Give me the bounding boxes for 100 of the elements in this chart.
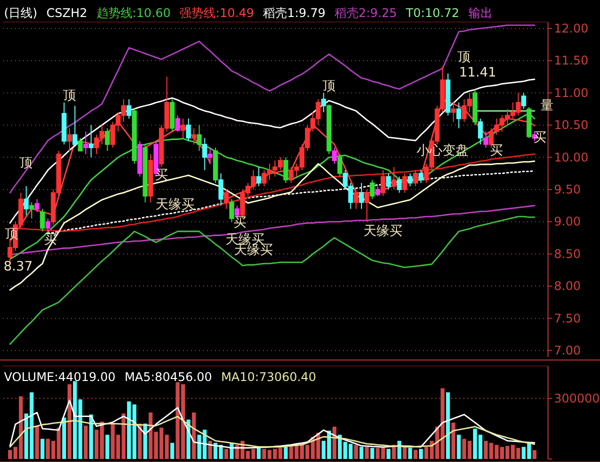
candlestick xyxy=(418,170,424,184)
bar xyxy=(192,412,196,459)
candlestick xyxy=(170,98,175,132)
bar xyxy=(456,434,461,459)
candlestick xyxy=(326,104,332,155)
bar xyxy=(89,414,94,459)
candlestick xyxy=(83,131,88,155)
text: 稻壳1:9.79 xyxy=(263,6,326,20)
candlestick xyxy=(472,89,478,126)
bar xyxy=(208,440,212,459)
y-tick-label: 300000 xyxy=(554,391,600,406)
annotation: 顶 xyxy=(20,156,33,172)
candlestick xyxy=(332,147,337,164)
annotation: 天缘买 xyxy=(364,224,403,239)
annotation: 顶 xyxy=(63,88,76,104)
candlestick xyxy=(202,137,208,171)
candlestick xyxy=(224,189,229,210)
candlestick xyxy=(408,172,413,187)
candlestick xyxy=(483,131,488,148)
candlestick xyxy=(256,166,262,187)
candlestick xyxy=(186,118,191,142)
candlestick xyxy=(370,179,375,200)
candlestick xyxy=(218,172,224,206)
text: (日线) xyxy=(4,6,38,20)
candlestick xyxy=(354,189,359,210)
candlestick xyxy=(78,137,83,152)
y-tick-label: 9.00 xyxy=(554,214,581,229)
annotation: 买 xyxy=(233,216,246,230)
candlestick xyxy=(132,108,137,164)
text: MA10:73060.40 xyxy=(221,370,316,384)
annotation: 天缘买 xyxy=(155,197,194,212)
bar xyxy=(418,448,423,459)
bar xyxy=(532,450,536,459)
annotation: 买 xyxy=(154,168,168,183)
candlestick xyxy=(62,102,67,145)
bar xyxy=(105,434,110,459)
candlestick xyxy=(137,140,142,178)
candlestick xyxy=(175,114,180,132)
candlestick xyxy=(478,118,483,145)
y-tick-label: 8.00 xyxy=(554,279,581,294)
candlestick xyxy=(88,124,94,158)
candlestick xyxy=(213,147,218,184)
text: T0:10.72 xyxy=(404,6,460,20)
candlestick xyxy=(208,147,213,164)
candlestick xyxy=(380,170,386,196)
y-tick-label: 10.00 xyxy=(554,150,588,164)
bar xyxy=(40,438,44,459)
candlestick xyxy=(283,156,288,184)
y-tick-label: 7.50 xyxy=(554,311,581,326)
candlestick xyxy=(142,144,148,203)
text: CSZH2 xyxy=(46,6,88,20)
bar xyxy=(68,384,72,459)
candlestick xyxy=(364,189,370,222)
candlestick xyxy=(359,182,364,210)
candlestick xyxy=(375,186,380,196)
annotation: 8.37 xyxy=(4,259,33,274)
annotation: 顶 xyxy=(458,50,471,65)
text: MA5:80456.00 xyxy=(124,370,212,384)
bar xyxy=(360,446,364,459)
annotation: 11.41 xyxy=(459,65,496,80)
candlestick xyxy=(402,172,408,194)
y-tick-label: 12.00 xyxy=(554,21,588,36)
candlestick xyxy=(45,218,50,232)
candlestick xyxy=(40,208,45,232)
bar xyxy=(451,422,456,459)
candlestick xyxy=(321,92,326,113)
bar xyxy=(84,426,88,459)
candlestick xyxy=(34,198,40,213)
bar xyxy=(62,418,66,459)
y-tick-label: 9.50 xyxy=(554,182,581,196)
candlestick xyxy=(104,128,110,152)
candlestick xyxy=(337,154,342,178)
candlestick xyxy=(456,102,462,129)
bar xyxy=(364,446,369,459)
candlestick xyxy=(126,98,132,120)
bar xyxy=(408,448,412,459)
bar xyxy=(446,392,450,459)
text: 趋势线:10.60 xyxy=(96,6,171,20)
candlestick xyxy=(521,92,526,110)
bar xyxy=(386,448,390,459)
text: 输出 xyxy=(468,6,492,20)
text: 稻壳2:9.25 xyxy=(334,6,397,20)
candlestick xyxy=(391,166,396,190)
candlestick xyxy=(29,202,34,219)
candlestick xyxy=(396,176,402,194)
bar xyxy=(354,444,358,459)
candlestick xyxy=(72,105,78,145)
candlestick xyxy=(24,186,29,216)
annotation: VOLUME:44019.00 xyxy=(4,370,116,384)
y-tick-label: 10.50 xyxy=(554,118,588,132)
candlestick xyxy=(386,172,391,190)
candlestick xyxy=(446,73,450,116)
y-tick-label: 11.00 xyxy=(554,86,588,100)
bar xyxy=(35,426,40,459)
annotation: 顶 xyxy=(322,78,336,94)
candlestick xyxy=(450,102,456,122)
annotation: 天缘买 xyxy=(234,243,273,258)
text: 强势线:10.49 xyxy=(180,6,254,20)
y-tick-label: 11.50 xyxy=(554,54,588,68)
candlestick xyxy=(196,124,202,152)
